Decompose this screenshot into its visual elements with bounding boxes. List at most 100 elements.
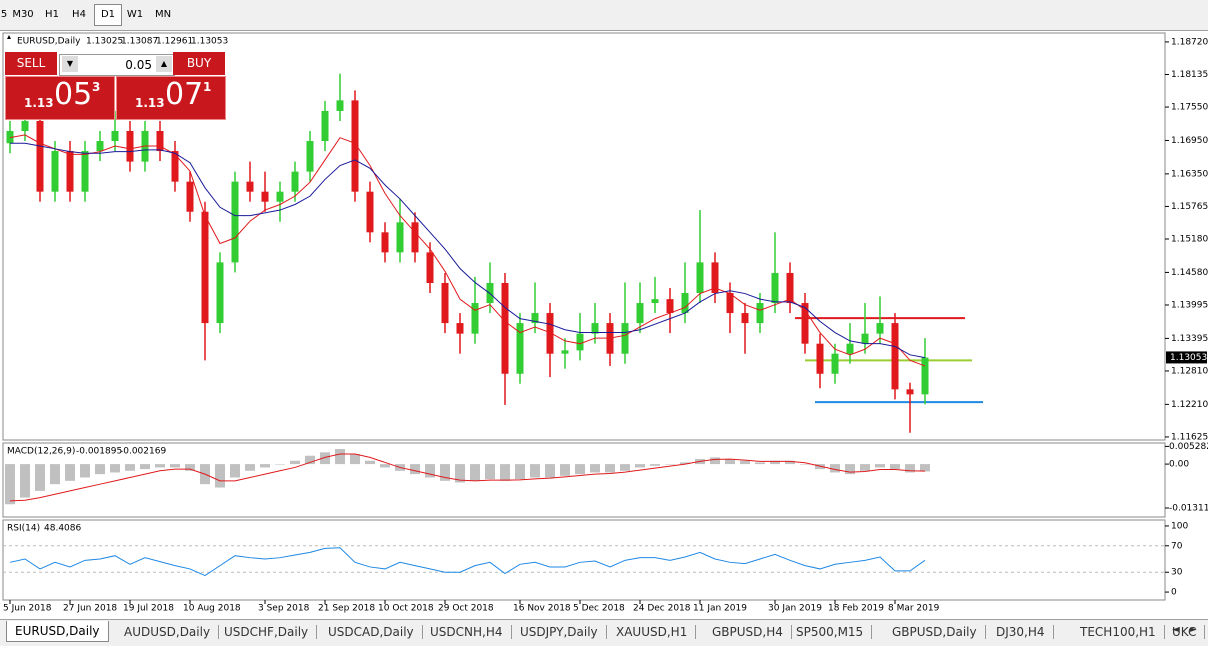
y-tick-label: 1.15765 [1171, 202, 1208, 212]
x-tick-label: 3 Sep 2018 [258, 604, 310, 614]
candle-body [561, 350, 569, 354]
timeframe-button[interactable]: MN [154, 9, 172, 20]
y-tick-label: 1.12210 [1171, 400, 1208, 410]
y-tick-label: 1.15180 [1171, 235, 1208, 245]
candle-body [471, 303, 479, 334]
lot-down[interactable]: ▼ [62, 56, 78, 72]
timeframe-button[interactable]: W1 [126, 9, 144, 20]
one-click-trading: SELL ▼ 0.05 ▲ BUY 1.13 05 3 1.13 07 1 [5, 52, 226, 120]
tab[interactable]: USDCNH,H4 [422, 625, 512, 639]
timeframe-button[interactable]: M30 [12, 9, 34, 20]
macd-bar [410, 464, 420, 475]
lot-value: 0.05 [125, 58, 152, 72]
tab[interactable]: GBPUSD,H4 [704, 625, 792, 639]
candle-body [321, 110, 329, 142]
macd-bar [770, 460, 780, 465]
macd-bar [275, 464, 285, 465]
macd-bar [125, 464, 135, 471]
sell-button[interactable]: SELL [5, 52, 57, 75]
macd-bar [680, 462, 690, 465]
macd-bar [740, 460, 750, 465]
tab[interactable]: AUDUSD,Daily [116, 625, 220, 639]
y-tick-label: 1.18135 [1171, 70, 1208, 80]
candle-body [921, 357, 929, 395]
rsi-label: RSI(14) [7, 524, 40, 534]
tab[interactable]: SP500,M15 [788, 625, 873, 639]
tab[interactable]: USDCHF,Daily [216, 625, 318, 639]
macd-bar [230, 464, 240, 478]
tab-scroll-right[interactable]: ► [1190, 625, 1197, 635]
macd-bar [650, 464, 660, 466]
macd-bar [515, 464, 525, 480]
macd-bar [560, 464, 570, 476]
rsi-pane [2, 519, 1166, 601]
x-tick-label: 19 Jul 2018 [123, 604, 174, 614]
current-price-box [1166, 351, 1207, 364]
candle-body [306, 141, 314, 172]
tab[interactable]: DJ30,H4 [988, 625, 1054, 639]
buy-price[interactable]: 1.13 07 1 [116, 76, 226, 120]
candle-body [876, 323, 884, 334]
y-tick-label: 0 [1171, 588, 1177, 598]
macd-bar [665, 464, 675, 465]
x-tick-label: 5 Dec 2018 [573, 604, 625, 614]
ohlc-value: 1.13025 [86, 37, 123, 47]
tab[interactable]: XAUUSD,H1 [608, 625, 697, 639]
timeframe-button[interactable]: H1 [45, 9, 59, 20]
x-tick-label: 18 Feb 2019 [828, 604, 884, 614]
buy-button[interactable]: BUY [173, 52, 225, 75]
price-small: 3 [92, 80, 101, 94]
tab[interactable]: UKC [1164, 625, 1206, 639]
macd-bar [845, 464, 855, 475]
y-tick-label: 70 [1171, 541, 1183, 551]
candle-body [681, 293, 689, 314]
x-tick-label: 16 Nov 2018 [513, 604, 571, 614]
candle-body [576, 333, 584, 351]
price-prefix: 1.13 [24, 96, 54, 110]
macd-bar [110, 464, 120, 473]
macd-bar [215, 464, 225, 488]
candle-body [786, 272, 794, 304]
candle-body [21, 120, 29, 131]
candle-body [906, 389, 914, 395]
candle-body [156, 130, 164, 152]
macd-bar [335, 449, 345, 465]
timeframe-button[interactable]: H4 [72, 9, 86, 20]
candle-body [531, 313, 539, 324]
macd-bar [830, 464, 840, 473]
macd-bar [575, 464, 585, 475]
tab[interactable]: GBPUSD,Daily [884, 625, 986, 639]
macd-signal: -0.002169 [120, 447, 166, 457]
candle-body [201, 211, 209, 324]
candle-body [666, 299, 674, 314]
lot-input[interactable]: ▼ 0.05 ▲ [59, 54, 175, 76]
candle-body [111, 130, 119, 142]
sell-price[interactable]: 1.13 05 3 [5, 76, 115, 120]
tab[interactable]: EURUSD,Daily [6, 621, 109, 642]
tab[interactable]: TECH100,H1 [1072, 625, 1165, 639]
candle-body [381, 232, 389, 253]
candle-body [426, 252, 434, 283]
timeframe-button[interactable]: 5 [0, 9, 8, 20]
tab[interactable]: USDCAD,Daily [320, 625, 423, 639]
collapse-icon [7, 35, 11, 39]
price-prefix: 1.13 [135, 96, 165, 110]
candle-body [816, 343, 824, 374]
tab-scroll-left[interactable]: ◄ [1172, 625, 1179, 635]
rsi-line [9, 547, 926, 577]
candle-body [441, 282, 449, 324]
x-tick-label: 10 Aug 2018 [183, 604, 241, 614]
tab[interactable]: USDJPY,Daily [512, 625, 607, 639]
symbol-label: EURUSD,Daily [17, 37, 81, 47]
macd-bar [65, 464, 75, 481]
y-tick-label: 1.12810 [1171, 366, 1208, 376]
candle-body [291, 171, 299, 192]
candle-body [456, 323, 464, 334]
candle-body [186, 181, 194, 212]
timeframe-button[interactable]: D1 [94, 4, 122, 26]
macd-bar [320, 452, 330, 465]
lot-up[interactable]: ▲ [156, 56, 172, 72]
candle-body [6, 130, 14, 144]
candle-body [636, 303, 644, 324]
